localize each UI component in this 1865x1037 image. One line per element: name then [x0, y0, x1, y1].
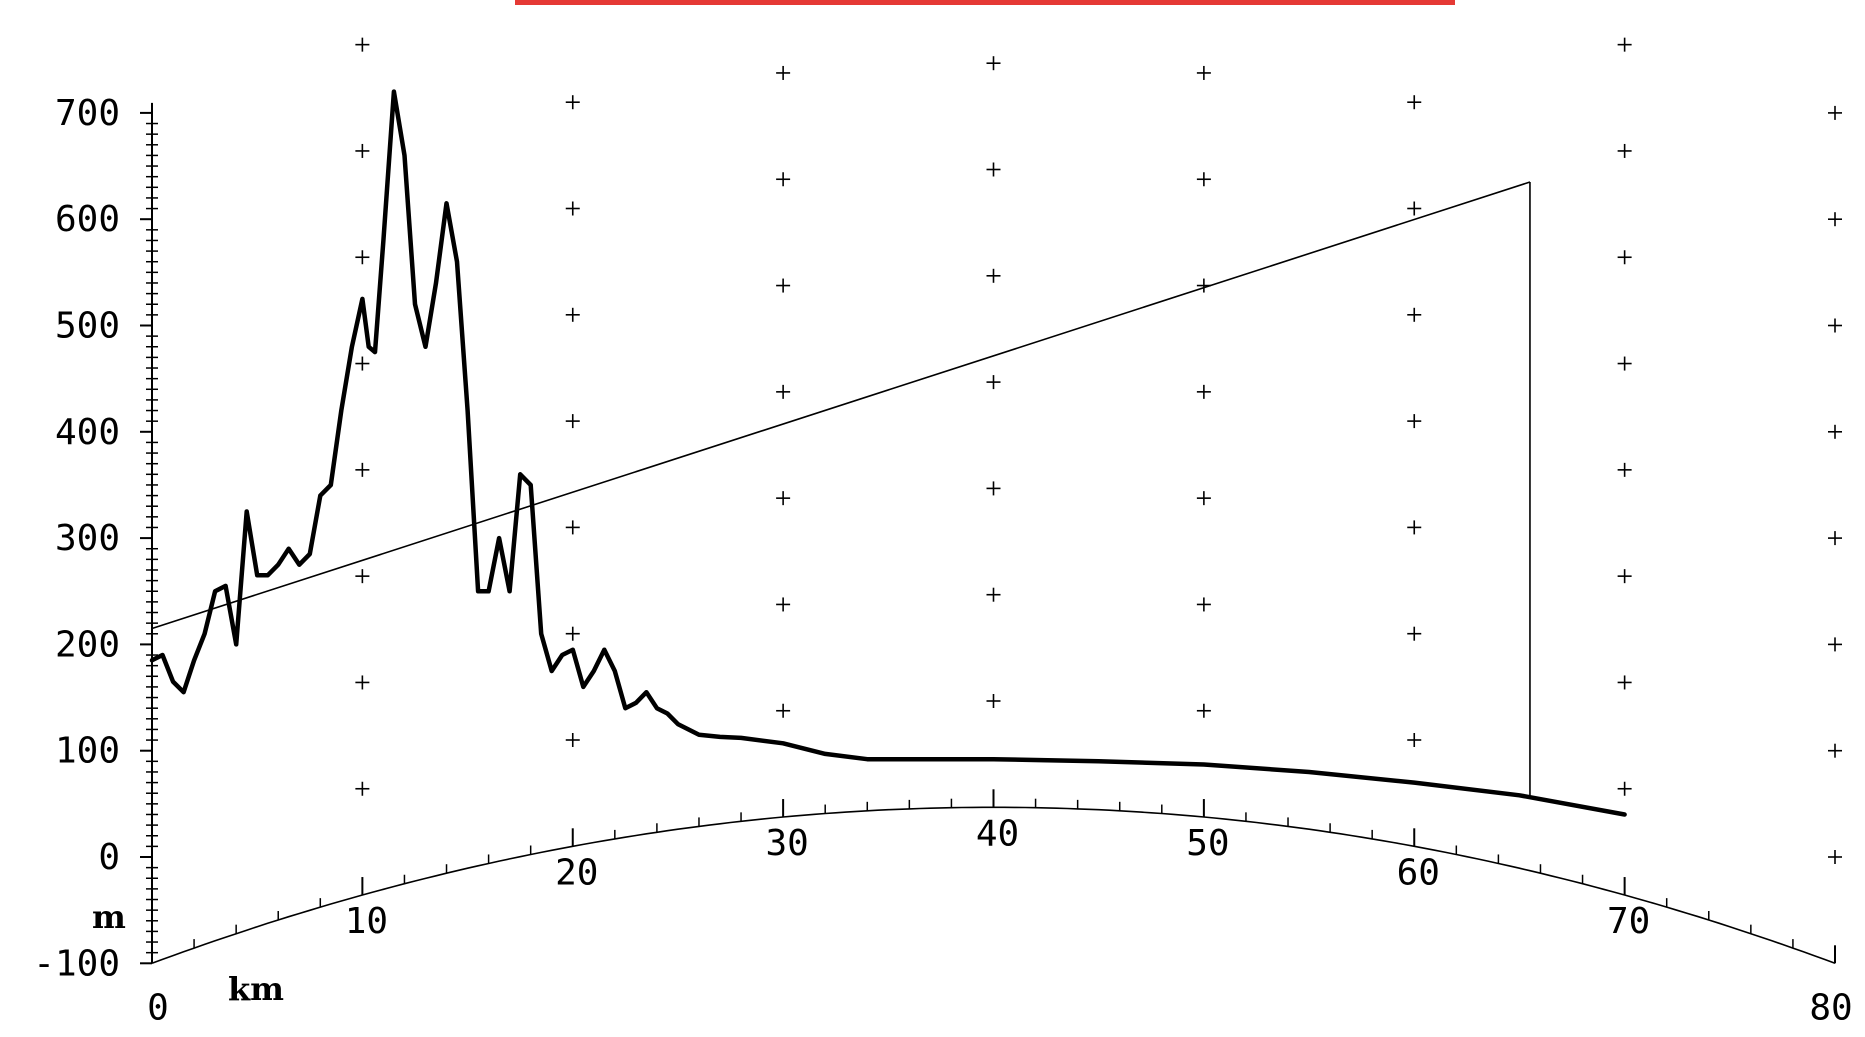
y-tick-label: 0 [98, 837, 120, 878]
x-tick-label: 10 [345, 901, 388, 942]
x-tick-label: 40 [976, 813, 1019, 854]
curvature-grid [355, 37, 1842, 864]
y-axis: 700 600 500 400 300 200 100 0 -100 [33, 93, 158, 984]
y-tick-label: 600 [55, 199, 120, 240]
header-red-bar [515, 0, 1455, 5]
x-tick-label: 0 [147, 987, 169, 1028]
line-of-sight [151, 181, 1531, 630]
y-tick-label: 500 [55, 306, 120, 347]
y-tick-label: 300 [55, 518, 120, 559]
y-tick-label: 400 [55, 412, 120, 453]
y-tick-label: 200 [55, 624, 120, 665]
y-tick-label: 700 [55, 93, 120, 134]
x-tick-label: 20 [555, 852, 598, 893]
terrain-profile-line [149, 89, 1627, 817]
series-layer [149, 89, 1627, 817]
x-axis-unit-label: km [228, 970, 284, 1008]
x-tick-label: 50 [1186, 823, 1229, 864]
x-axis-earth-curve: 0 10 20 30 40 50 60 70 80 [147, 789, 1853, 1028]
x-tick-label: 60 [1397, 852, 1440, 893]
x-tick-label: 30 [765, 823, 808, 864]
y-tick-label: -100 [33, 943, 120, 984]
y-tick-label: 100 [55, 731, 120, 772]
y-axis-unit-label: m [92, 898, 126, 936]
x-tick-label: 80 [1809, 987, 1852, 1028]
x-tick-label: 70 [1607, 901, 1650, 942]
